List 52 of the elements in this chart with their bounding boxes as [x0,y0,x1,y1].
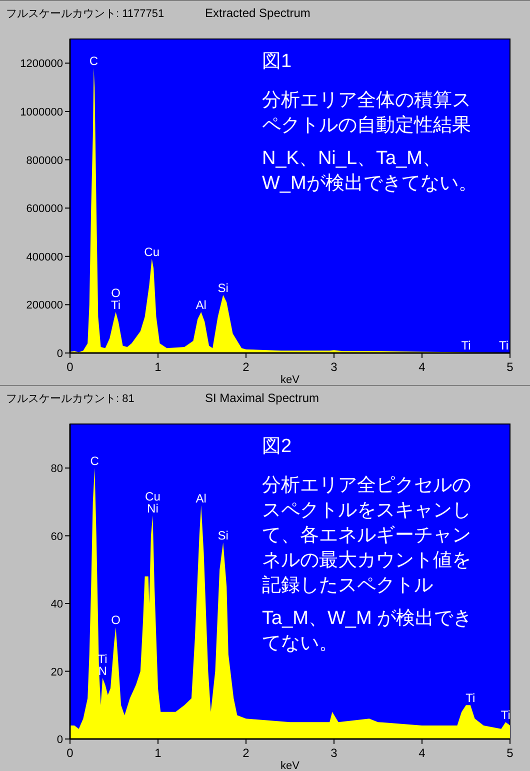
y-tick-label: 1200000 [20,58,63,70]
annotation: Ti [461,338,471,352]
x-tick-label: 4 [418,360,426,374]
annotation: Si [218,528,228,543]
x-tick-label: 2 [242,746,250,760]
annotation: 分析エリア全体の積算スペクトルの自動定性結果 [262,89,472,138]
annotation: Cu [145,489,160,504]
chart-subtitle: フルスケールカウント: 81 [6,393,134,405]
x-tick-label: 1 [154,746,162,760]
y-tick-label: 400000 [26,251,63,264]
x-tick-label: 0 [66,360,74,374]
y-tick-label: 1000000 [20,106,63,118]
y-tick-label: 80 [50,463,63,476]
annotation: Al [196,298,206,312]
annotation: C [90,454,100,468]
x-tick-label: 3 [330,746,338,760]
y-tick-label: 600000 [26,203,63,216]
x-tick-label: 5 [506,746,514,760]
annotation: N_K、Ni_L、Ta_M、W_Mが検出できてない。 [262,147,478,196]
chart-title: Extracted Spectrum [205,6,310,20]
y-tick-label: 60 [50,530,63,543]
annotation: Ni [147,501,158,516]
annotation: O [111,286,120,300]
y-tick-label: 0 [56,348,63,360]
y-tick-label: 800000 [26,154,63,167]
y-tick-label: 40 [50,598,63,611]
x-tick-label: 1 [154,360,162,374]
annotation: N [98,664,107,678]
x-tick-label: 5 [506,360,514,374]
annotation: Ti [466,691,476,706]
annotation: 図2 [262,435,293,459]
x-axis-title: keV [280,760,300,771]
chart-title: SI Maximal Spectrum [205,391,320,405]
annotation: C [89,54,98,68]
x-tick-label: 2 [242,360,250,374]
x-tick-label: 0 [66,746,74,760]
annotation: O [111,613,120,628]
annotation: Ti [110,298,121,312]
x-axis-title: keV [280,374,300,386]
x-tick-label: 4 [418,746,426,760]
annotation: Ti [499,338,509,353]
annotation: 図1 [262,50,293,74]
chart-subtitle: フルスケールカウント: 1177751 [6,8,164,20]
annotation: Al [196,491,206,506]
annotation: Ta_M、W_M が検出できてない。 [262,607,474,656]
annotation: Si [218,281,228,296]
y-tick-label: 0 [56,734,63,746]
y-tick-label: 200000 [26,300,63,312]
y-tick-label: 20 [50,666,63,678]
annotation: 分析エリア全ピクセルのスペクトルをスキャンして、各エネルギーチャンネルの最大カウント値を記録したスペクトル [262,474,472,598]
annotation: Cu [144,244,160,259]
x-tick-label: 3 [330,360,338,374]
